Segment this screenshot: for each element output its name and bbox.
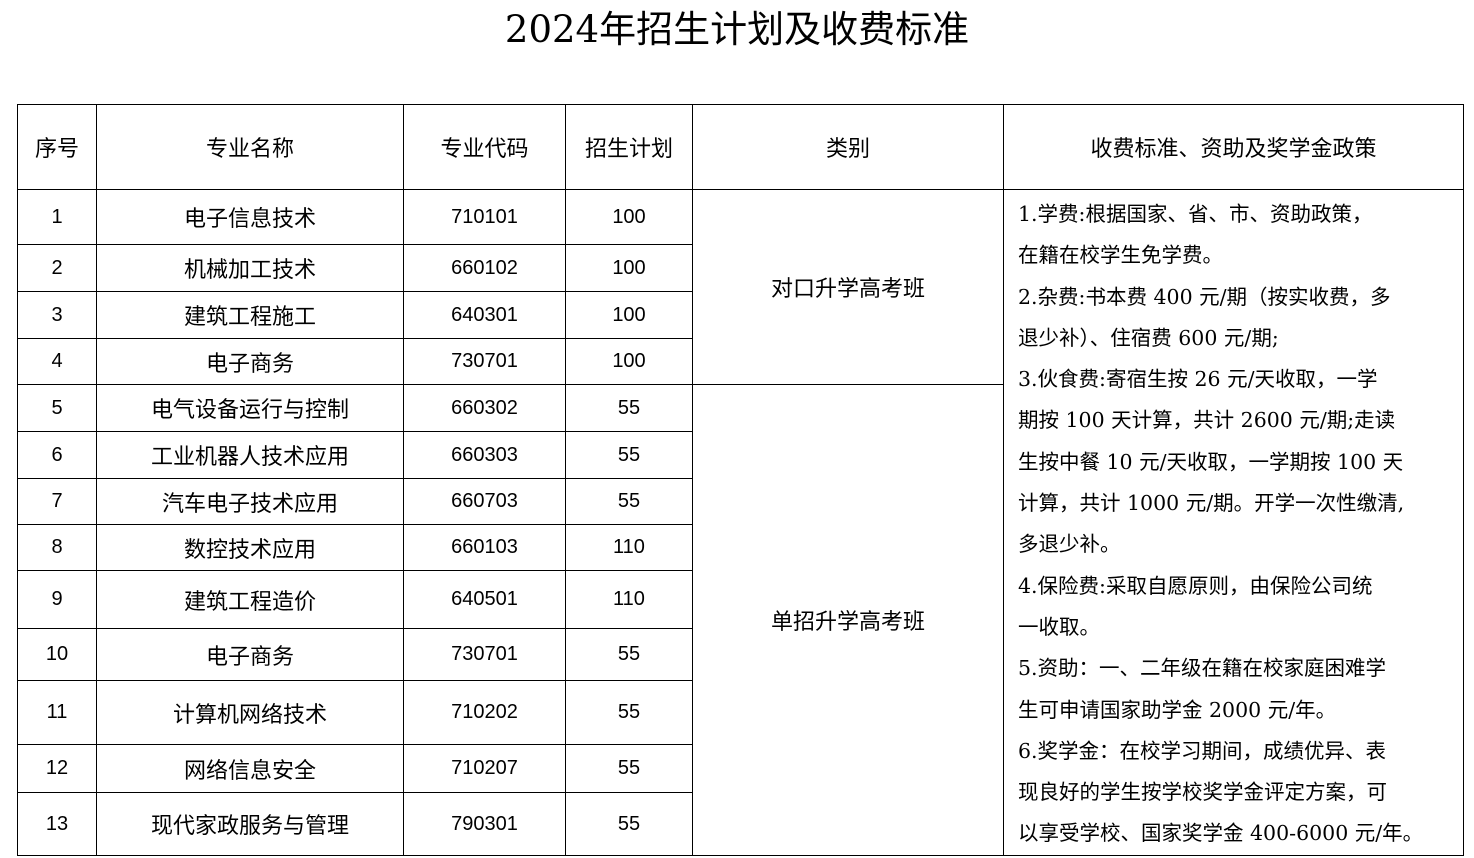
- fee-line: 一收取。: [1018, 614, 1100, 639]
- row-major-code: 660303: [403, 431, 566, 479]
- category-cell: 对口升学高考班: [692, 189, 1004, 385]
- table-row: 8 数控技术应用 660103 110: [17, 524, 1464, 571]
- fee-line: 在籍在校学生免学费。: [1018, 243, 1223, 268]
- table-row: 1 电子信息技术 710101 100 对口升学高考班 1.学费:根据国家、省、…: [17, 189, 1464, 856]
- row-major-code: 660703: [403, 478, 566, 525]
- row-major-code: 710202: [403, 680, 566, 745]
- row-major-code: 710101: [403, 189, 566, 245]
- header-name: 专业名称: [96, 104, 404, 190]
- row-major-name: 电子商务: [96, 338, 404, 385]
- row-major-name: 数控技术应用: [96, 524, 404, 571]
- row-no: 12: [17, 744, 97, 793]
- row-major-code: 710207: [403, 744, 566, 793]
- fee-line: 期按 100 天计算，共计 2600 元/期;走读: [1018, 408, 1396, 433]
- row-plan: 110: [565, 570, 693, 629]
- row-no: 8: [17, 524, 97, 571]
- fee-line: 2.杂费:书本费 400 元/期（按实收费，多: [1018, 284, 1391, 309]
- row-plan: 100: [565, 189, 693, 245]
- table-row: 2 机械加工技术 660102 100: [17, 244, 1464, 292]
- table-row: 11 计算机网络技术 710202 55: [17, 680, 1464, 745]
- row-major-code: 660102: [403, 244, 566, 292]
- row-plan: 55: [565, 431, 693, 479]
- row-major-name: 计算机网络技术: [96, 680, 404, 745]
- fee-policy-text: 1.学费:根据国家、省、市、资助政策， 在籍在校学生免学费。 2.杂费:书本费 …: [1018, 190, 1453, 855]
- row-no: 10: [17, 628, 97, 681]
- row-plan: 55: [565, 744, 693, 793]
- fee-line: 生可申请国家助学金 2000 元/年。: [1018, 697, 1337, 722]
- row-major-name: 电气设备运行与控制: [96, 384, 404, 432]
- table-row: 6 工业机器人技术应用 660303 55: [17, 431, 1464, 479]
- row-major-name: 建筑工程施工: [96, 291, 404, 339]
- row-major-name: 建筑工程造价: [96, 570, 404, 629]
- row-major-name: 网络信息安全: [96, 744, 404, 793]
- header-no: 序号: [17, 104, 97, 190]
- row-no: 5: [17, 384, 97, 432]
- row-plan: 100: [565, 338, 693, 385]
- header-plan: 招生计划: [565, 104, 693, 190]
- table-row: 7 汽车电子技术应用 660703 55: [17, 478, 1464, 525]
- row-major-code: 730701: [403, 338, 566, 385]
- fee-line: 计算，共计 1000 元/期。开学一次性缴清,: [1018, 491, 1405, 516]
- row-no: 6: [17, 431, 97, 479]
- header-category: 类别: [692, 104, 1004, 190]
- fee-line: 6.奖学金：在校学习期间，成绩优异、表: [1018, 738, 1387, 763]
- row-plan: 55: [565, 628, 693, 681]
- row-major-name: 现代家政服务与管理: [96, 792, 404, 856]
- row-no: 7: [17, 478, 97, 525]
- header-fee-policy: 收费标准、资助及奖学金政策: [1003, 104, 1464, 190]
- row-major-code: 660103: [403, 524, 566, 571]
- fee-policy-cell: 1.学费:根据国家、省、市、资助政策， 在籍在校学生免学费。 2.杂费:书本费 …: [1003, 189, 1464, 856]
- row-plan: 55: [565, 680, 693, 745]
- row-major-code: 640501: [403, 570, 566, 629]
- table-row: 9 建筑工程造价 640501 110: [17, 570, 1464, 629]
- row-major-code: 730701: [403, 628, 566, 681]
- table-row: 3 建筑工程施工 640301 100: [17, 291, 1464, 339]
- row-plan: 110: [565, 524, 693, 571]
- row-major-code: 660302: [403, 384, 566, 432]
- row-no: 13: [17, 792, 97, 856]
- fee-line: 退少补）、住宿费 600 元/期;: [1018, 325, 1279, 350]
- table-row: 13 现代家政服务与管理 790301 55: [17, 792, 1464, 856]
- row-no: 9: [17, 570, 97, 629]
- row-plan: 100: [565, 244, 693, 292]
- fee-line: 5.资助：一、二年级在籍在校家庭困难学: [1018, 656, 1387, 681]
- row-no: 11: [17, 680, 97, 745]
- table-row: 5 电气设备运行与控制 660302 55 单招升学高考班: [17, 384, 1464, 856]
- fee-line: 以享受学校、国家奖学金 400-6000 元/年。: [1018, 821, 1424, 846]
- row-plan: 55: [565, 384, 693, 432]
- table-row: 12 网络信息安全 710207 55: [17, 744, 1464, 793]
- row-no: 4: [17, 338, 97, 385]
- table-header-row: 序号 专业名称 专业代码 招生计划 类别 收费标准、资助及奖学金政策: [17, 104, 1464, 190]
- fee-line: 1.学费:根据国家、省、市、资助政策，: [1018, 202, 1373, 226]
- row-major-code: 790301: [403, 792, 566, 856]
- row-plan: 55: [565, 478, 693, 525]
- row-no: 3: [17, 291, 97, 339]
- table-row: 4 电子商务 730701 100: [17, 338, 1464, 385]
- row-no: 2: [17, 244, 97, 292]
- fee-line: 现良好的学生按学校奖学金评定方案，可: [1018, 780, 1387, 805]
- row-major-name: 电子信息技术: [96, 189, 404, 245]
- fee-line: 生按中餐 10 元/天收取，一学期按 100 天: [1018, 449, 1404, 474]
- row-major-name: 汽车电子技术应用: [96, 478, 404, 525]
- fee-line: 多退少补。: [1018, 532, 1121, 557]
- page-title: 2024年招生计划及收费标准: [504, 8, 970, 51]
- row-plan: 55: [565, 792, 693, 856]
- row-major-name: 电子商务: [96, 628, 404, 681]
- header-code: 专业代码: [403, 104, 566, 190]
- category-cell: 单招升学高考班: [692, 384, 1004, 856]
- enrollment-table: 序号 专业名称 专业代码 招生计划 类别 收费标准、资助及奖学金政策 1 电子信…: [17, 104, 1464, 856]
- row-major-code: 640301: [403, 291, 566, 339]
- fee-line: 4.保险费:采取自愿原则，由保险公司统: [1018, 573, 1373, 598]
- row-major-name: 工业机器人技术应用: [96, 431, 404, 479]
- row-plan: 100: [565, 291, 693, 339]
- row-major-name: 机械加工技术: [96, 244, 404, 292]
- row-no: 1: [17, 189, 97, 245]
- fee-line: 3.伙食费:寄宿生按 26 元/天收取，一学: [1018, 367, 1378, 392]
